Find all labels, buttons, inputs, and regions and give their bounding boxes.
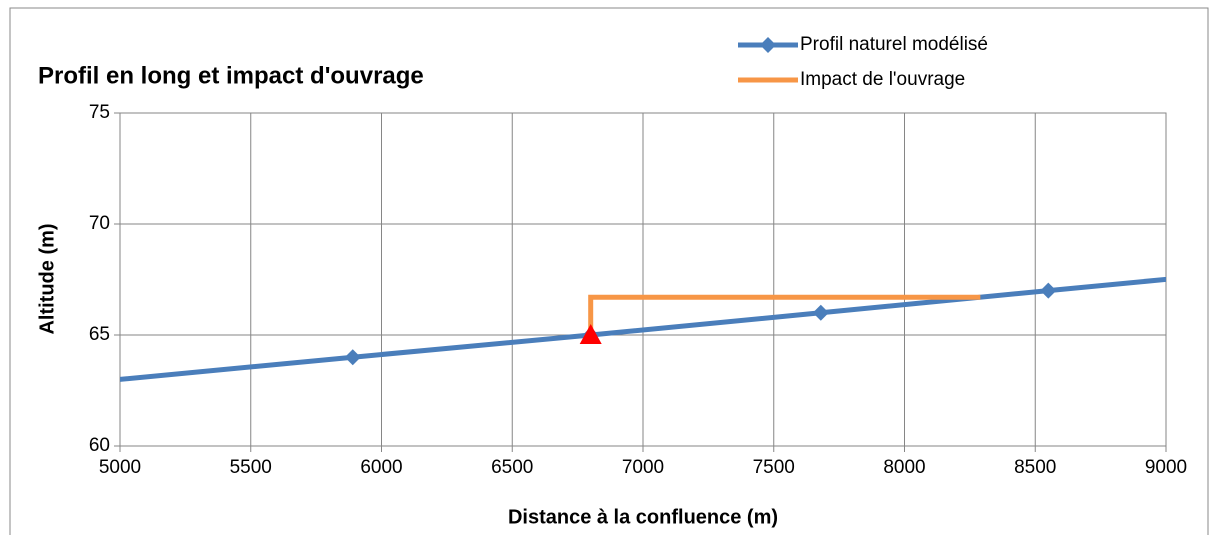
- x-tick-label: 6500: [491, 457, 533, 478]
- y-tick-label: 75: [89, 102, 110, 123]
- y-axis-title: Altitude (m): [36, 223, 58, 334]
- legend-label: Impact de l'ouvrage: [800, 69, 965, 90]
- x-tick-label: 7500: [753, 457, 795, 478]
- series-line: [588, 294, 981, 335]
- x-axis-title: Distance à la confluence (m): [508, 506, 778, 528]
- x-tick-label: 5500: [230, 457, 272, 478]
- marker: [579, 324, 602, 344]
- y-tick-label: 65: [89, 324, 110, 345]
- chart-title: Profil en long et impact d'ouvrage: [38, 62, 424, 89]
- x-tick-label: 8500: [1014, 457, 1056, 478]
- x-tick-label: 7000: [622, 457, 664, 478]
- marker: [344, 349, 361, 366]
- y-tick-label: 60: [89, 435, 110, 456]
- legend-marker: [760, 37, 776, 53]
- marker: [1040, 282, 1057, 299]
- x-tick-label: 8000: [883, 457, 925, 478]
- series-line: [120, 276, 1166, 382]
- x-tick-label: 6000: [360, 457, 402, 478]
- y-tick-label: 70: [89, 213, 110, 234]
- x-tick-label: 5000: [99, 457, 141, 478]
- legend-label: Profil naturel modélisé: [800, 34, 988, 55]
- marker: [812, 304, 829, 321]
- chart-frame: [9, 7, 1209, 535]
- x-tick-label: 9000: [1145, 457, 1187, 478]
